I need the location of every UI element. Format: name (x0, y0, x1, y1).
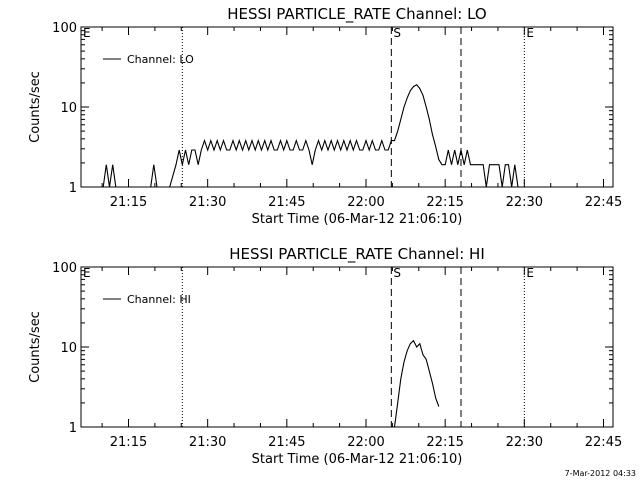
x-tick-label: 21:30 (189, 435, 226, 450)
x-tick-label: 22:30 (506, 195, 543, 210)
y-tick-label: 100 (52, 21, 77, 36)
plot-frame-2 (80, 266, 614, 428)
time-marker-label: S (393, 266, 401, 280)
x-tick-label: 22:45 (585, 195, 622, 210)
time-marker-label: E (83, 266, 91, 280)
series-line-1-1 (102, 164, 117, 188)
x-tick-label: 22:45 (585, 435, 622, 450)
plot-frame-1 (80, 26, 614, 188)
x-tick-label: 22:00 (347, 195, 384, 210)
x-axis-label: Start Time (06-Mar-12 21:06:10) (252, 212, 463, 227)
time-marker-label: E (526, 26, 534, 40)
time-marker-label: E (526, 266, 534, 280)
x-axis-label: Start Time (06-Mar-12 21:06:10) (252, 452, 463, 467)
legend-label: Channel: HI (127, 293, 191, 306)
x-tick-label: 22:15 (426, 435, 463, 450)
x-tick-label: 21:30 (189, 195, 226, 210)
x-tick-label: 21:45 (268, 195, 305, 210)
x-tick-label: 22:30 (506, 435, 543, 450)
series-line-1-3 (169, 83, 519, 188)
x-tick-label: 22:15 (426, 195, 463, 210)
y-tick-label: 1 (69, 421, 77, 436)
y-tick-label: 1 (69, 181, 77, 196)
chart-title-2: HESSI PARTICLE_RATE Channel: HI (229, 245, 485, 264)
y-tick-label: 100 (52, 261, 77, 276)
y-tick-label: 10 (60, 341, 77, 356)
y-axis-label: Counts/sec (28, 71, 43, 143)
x-tick-label: 22:00 (347, 435, 384, 450)
x-tick-label: 21:15 (110, 195, 147, 210)
time-marker-label: E (83, 26, 91, 40)
chart-title-1: HESSI PARTICLE_RATE Channel: LO (227, 5, 486, 24)
x-tick-label: 21:15 (110, 435, 147, 450)
y-axis-label: Counts/sec (28, 311, 43, 383)
series-line-2-1 (393, 339, 440, 428)
y-tick-label: 10 (60, 101, 77, 116)
x-tick-label: 21:45 (268, 435, 305, 450)
legend-label: Channel: LO (127, 53, 194, 66)
time-marker-label: S (393, 26, 401, 40)
print-timestamp: 7-Mar-2012 04:33 (564, 469, 636, 478)
series-line-1-2 (150, 164, 158, 188)
